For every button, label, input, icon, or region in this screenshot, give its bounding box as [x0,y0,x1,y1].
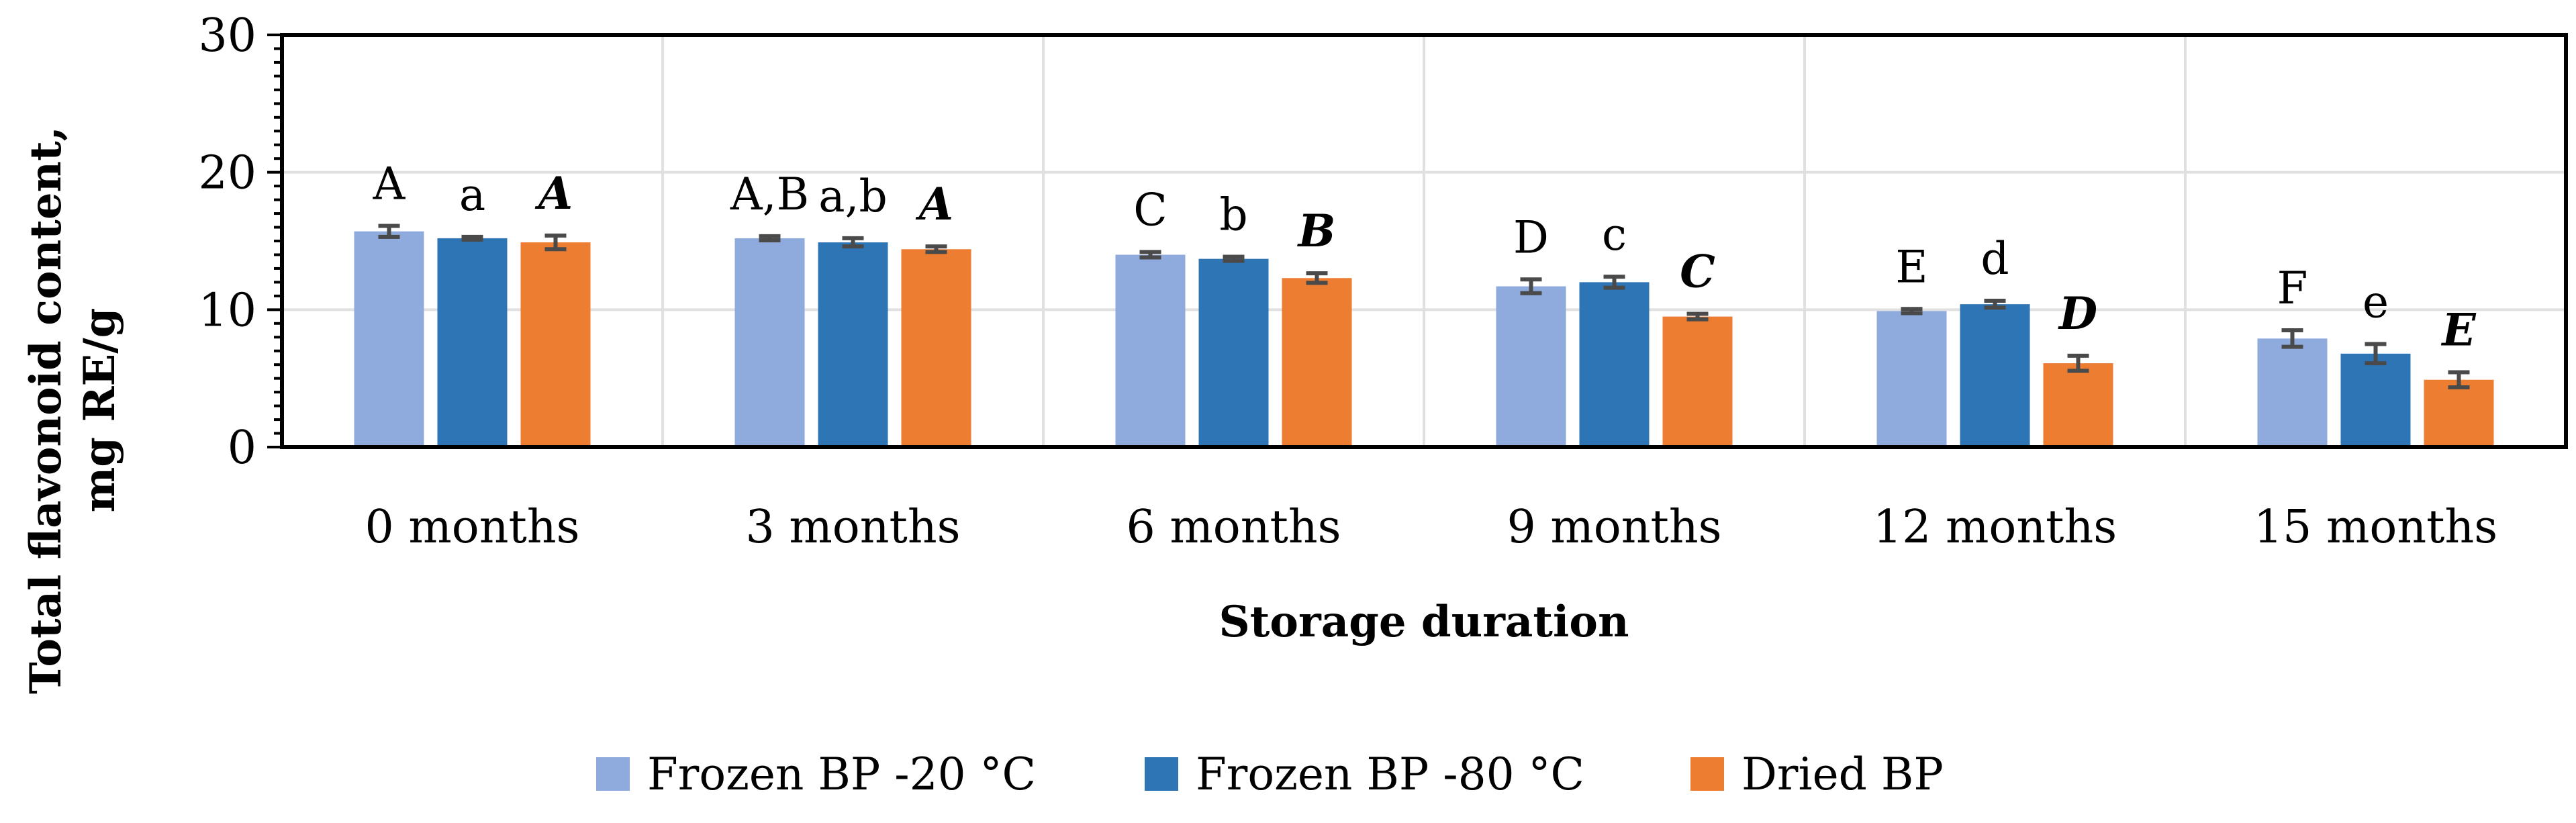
legend: Frozen BP -20 °C Frozen BP -80 °C Dried BP [596,748,1944,800]
x-tick-label: 12 months [1873,501,2117,554]
x-tick-label: 15 months [2254,501,2497,554]
significance-letter: a [459,169,485,221]
significance-letter: E [2440,303,2477,356]
x-tick-label: 6 months [1126,501,1341,554]
bar [1876,311,1947,447]
bar [734,238,805,447]
bar [2424,379,2494,447]
bar [1662,316,1733,447]
legend-label: Dried BP [1742,748,1944,800]
error-bars [378,224,2470,389]
y-axis-title-line2: mg RE/g [75,308,125,513]
significance-letter: b [1219,189,1247,241]
significance-letter: c [1602,209,1627,260]
significance-letter: E [1895,241,1927,293]
significance-letter: d [1981,233,2009,285]
bar [818,242,888,447]
y-tick-label: 20 [198,147,256,200]
significance-letter: A [915,178,953,230]
significance-letter: A,B [730,168,809,220]
significance-letter: e [2363,277,2389,328]
bar [1198,258,1269,447]
gridlines [282,35,2566,447]
bar [520,242,591,447]
significance-letter: B [1297,205,1336,257]
legend-swatch [596,757,630,791]
bar [2340,353,2411,447]
significance-letter: A [534,167,573,220]
bar [437,238,508,447]
legend-swatch [1690,757,1724,791]
significance-letter: F [2277,262,2308,314]
bar [1282,278,1352,447]
significance-letter: D [2058,287,2097,340]
significance-letter: a,b [818,171,888,222]
significance-letter: C [1133,184,1167,236]
legend-label: Frozen BP -80 °C [1196,748,1584,800]
bar [2043,363,2113,447]
bar [1115,254,1186,447]
x-tick-label: 0 months [365,501,579,554]
legend-swatch [1145,757,1178,791]
bar [1579,282,1650,447]
y-axis-title-line1: Total flavonoid content, [21,126,71,694]
y-tick-label: 30 [198,9,256,62]
significance-letters: A A,B C D E Fa a,b b c d e A A B C D E [373,158,2477,356]
y-tick-label: 0 [228,422,256,475]
bar [1496,286,1566,447]
bar [354,231,424,447]
bar [2257,338,2328,447]
x-tick-label: 3 months [745,501,960,554]
significance-letter: D [1513,211,1549,263]
bars [354,231,2494,447]
bar [901,249,971,447]
y-tick-label: 10 [198,284,256,337]
legend-label: Frozen BP -20 °C [647,748,1036,800]
y-axis-ticks: 0 10 20 30 [198,9,282,475]
bar [1960,304,2030,447]
x-axis-ticks: 0 months 3 months 6 months 9 months 12 month… [365,501,2497,554]
significance-letter: C [1680,245,1715,297]
significance-letter: A [373,158,406,209]
x-tick-label: 9 months [1507,501,1721,554]
x-axis-title: Storage duration [1219,597,1629,647]
